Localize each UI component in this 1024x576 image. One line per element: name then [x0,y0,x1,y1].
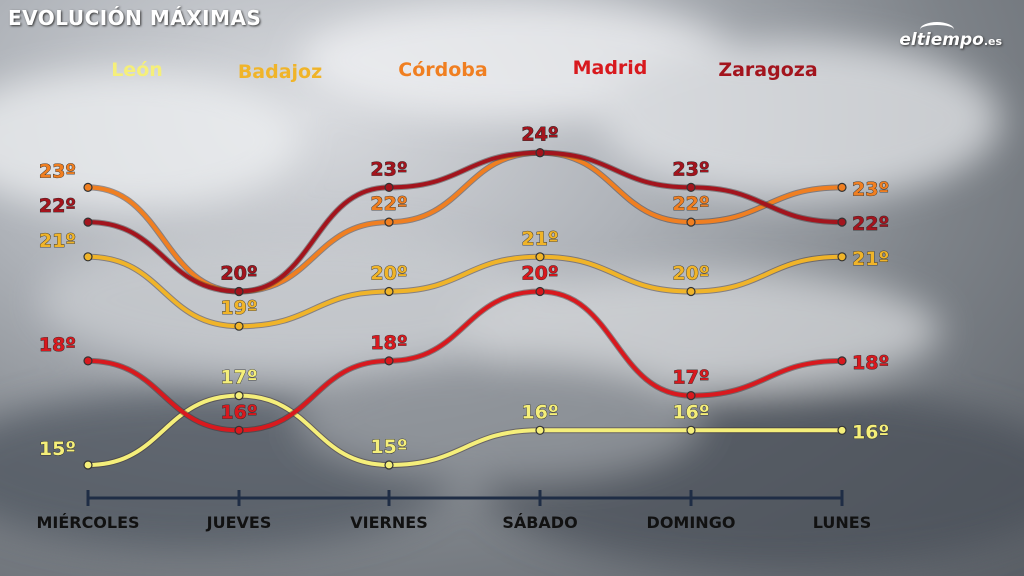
data-label: 16º [521,401,558,423]
legend-item: León [111,59,163,81]
data-point [686,286,696,297]
brand-logo-arc-icon [920,22,954,37]
data-point [384,356,394,366]
x-axis-tick-label: LUNES [813,513,871,532]
legend: León Badajoz Córdoba Madrid Zaragoza [111,57,817,83]
data-label: 22º [39,195,76,217]
brand-logo: eltiempo.es [899,30,1002,50]
data-point [686,217,696,227]
data-label: 22º [672,193,709,215]
data-label: 17º [220,367,257,389]
data-point [837,217,847,227]
data-point [686,391,696,401]
x-axis-tick-label: SÁBADO [502,513,577,532]
data-point [686,425,696,435]
data-label: 15º [370,436,407,458]
data-label: 17º [672,367,709,389]
x-axis-tick-label: DOMINGO [647,513,736,532]
series-line [87,289,843,433]
data-label: 21º [852,248,889,270]
series [83,391,847,470]
legend-item: Zaragoza [718,59,817,81]
data-point [234,425,244,435]
series-line [87,393,842,468]
x-axis-tick-label: VIERNES [350,513,427,532]
data-point [384,182,394,192]
series-line [87,150,843,294]
brand-suffix: .es [983,35,1002,48]
data-label: 23º [672,158,709,180]
data-point [83,217,93,227]
data-label: 18º [852,352,889,374]
data-label: 20º [521,263,558,285]
data-point [837,252,847,262]
data-label: 16º [220,401,257,423]
series [83,252,847,331]
x-axis-tick-label: JUEVES [206,513,272,532]
data-point [837,425,847,435]
data-label: 23º [39,160,76,182]
data-point [686,182,696,192]
series-line-shadow [87,288,843,434]
data-point [83,460,93,470]
data-label: 18º [39,334,76,356]
data-point [384,460,394,470]
data-point [535,286,545,297]
page-title: EVOLUCIÓN MÁXIMAS [8,6,262,30]
data-label: 20º [370,263,407,285]
data-label: 24º [521,124,558,146]
brand-name: eltiempo [899,30,984,50]
x-axis: MIÉRCOLES JUEVES VIERNES SÁBADO DOMINGO LUNES [36,490,871,532]
series [83,286,847,435]
data-label: 22º [370,193,407,215]
data-label: 23º [852,178,889,200]
legend-item: Badajoz [238,61,322,83]
data-point [234,321,244,331]
x-axis-tick-label: MIÉRCOLES [36,513,139,532]
data-point [234,286,244,297]
data-point [83,356,93,366]
data-label: 20º [220,263,257,285]
data-point [535,148,545,158]
data-label: 20º [672,263,709,285]
data-label: 16º [852,421,889,443]
data-label: 19º [220,297,257,319]
legend-item: Madrid [573,57,648,79]
data-point [837,182,847,192]
data-point [384,286,394,297]
data-label: 20º [220,263,257,285]
data-point [837,356,847,366]
data-point [535,425,545,435]
data-label: 21º [39,230,76,252]
series-line [87,254,843,329]
legend-item: Córdoba [398,59,487,81]
data-point [83,252,93,262]
series-line [87,150,843,294]
data-label: 23º [370,158,407,180]
data-point [234,391,244,401]
data-point [535,252,545,262]
data-label: 24º [521,124,558,146]
series-line-shadow [87,253,843,330]
series [83,148,847,297]
data-labels: 15º 17º 15º 16º 16º 16º 21º 19º 20º 21º 20º 21º 23º 2… [38,123,889,460]
data-label: 18º [370,332,407,354]
data-point [384,217,394,227]
data-point [83,182,93,192]
data-label: 16º [672,401,709,423]
data-label: 15º [39,438,76,460]
data-label: 21º [521,228,558,250]
data-label: 22º [852,213,889,235]
